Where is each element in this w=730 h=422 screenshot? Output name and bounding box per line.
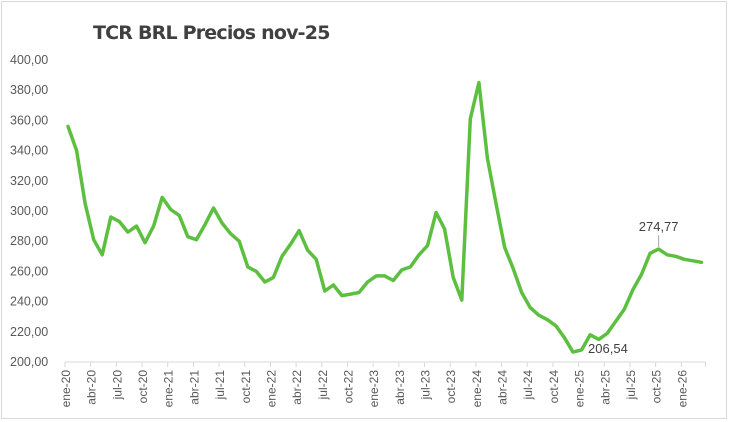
x-tick-label: ene-20 (59, 370, 73, 408)
y-tick-label: 240,00 (10, 295, 48, 309)
x-tick-label: ene-25 (573, 370, 587, 408)
x-tick-label: abr-25 (598, 370, 612, 405)
x-tick-label: jul-24 (521, 370, 535, 401)
y-axis: 400,00 380,00 360,00 340,00 320,00 300,00 280,… (10, 53, 48, 369)
x-tick-label: abr-21 (187, 370, 201, 405)
x-tick-label: oct-22 (341, 370, 355, 404)
x-axis: ene-20 abr-20 jul-20 oct-20 ene-21 abr-21 jul-… (59, 361, 706, 408)
y-tick-label: 220,00 (10, 325, 48, 339)
x-tick-label: oct-25 (650, 370, 664, 404)
y-tick-label: 320,00 (10, 174, 48, 188)
x-tick-label: ene-22 (264, 370, 278, 408)
data-label-max: 274,77 (639, 219, 679, 234)
x-tick-label: jul-22 (316, 370, 330, 401)
x-tick-label: abr-24 (496, 370, 510, 405)
plot-area (66, 80, 704, 354)
series-line (66, 80, 704, 354)
x-tick-label: abr-22 (290, 370, 304, 405)
x-tick-label: oct-20 (136, 370, 150, 404)
y-tick-label: 280,00 (10, 234, 48, 248)
x-tick-label: ene-21 (162, 370, 176, 408)
y-tick-label: 400,00 (10, 53, 48, 67)
x-tick-label: ene-26 (675, 370, 689, 408)
x-tick-label: jul-20 (110, 370, 124, 401)
x-tick-label: jul-21 (213, 370, 227, 401)
x-tick-label: abr-20 (85, 370, 99, 405)
y-tick-label: 260,00 (10, 264, 48, 278)
y-tick-label: 300,00 (10, 204, 48, 218)
x-tick-label: abr-23 (393, 370, 407, 405)
y-tick-label: 380,00 (10, 83, 48, 97)
y-tick-label: 340,00 (10, 144, 48, 158)
data-label-min: 206,54 (588, 341, 628, 356)
x-tick-label: jul-25 (624, 370, 638, 401)
x-tick-label: ene-24 (470, 370, 484, 408)
x-tick-label: oct-21 (239, 370, 253, 404)
x-tick-label: oct-23 (444, 370, 458, 404)
y-tick-label: 360,00 (10, 113, 48, 127)
x-tick-label: ene-23 (367, 370, 381, 408)
x-tick-label: oct-24 (547, 370, 561, 404)
data-labels: 274,77 206,54 (588, 219, 678, 356)
x-tick-label: jul-23 (419, 370, 433, 401)
chart-title: TCR BRL Precios nov-25 (93, 22, 330, 44)
y-tick-label: 200,00 (10, 355, 48, 369)
